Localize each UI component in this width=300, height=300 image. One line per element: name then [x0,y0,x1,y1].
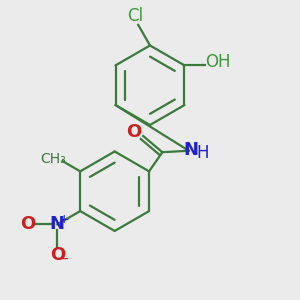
Text: OH: OH [206,53,231,71]
Text: O: O [20,215,35,233]
Text: O: O [50,246,65,264]
Text: N: N [184,141,199,159]
Text: Cl: Cl [127,7,143,25]
Text: CH₃: CH₃ [40,152,66,166]
Text: H: H [197,144,209,162]
Text: −: − [58,251,70,266]
Text: O: O [126,123,141,141]
Text: +: + [58,212,69,226]
Text: N: N [50,215,65,233]
